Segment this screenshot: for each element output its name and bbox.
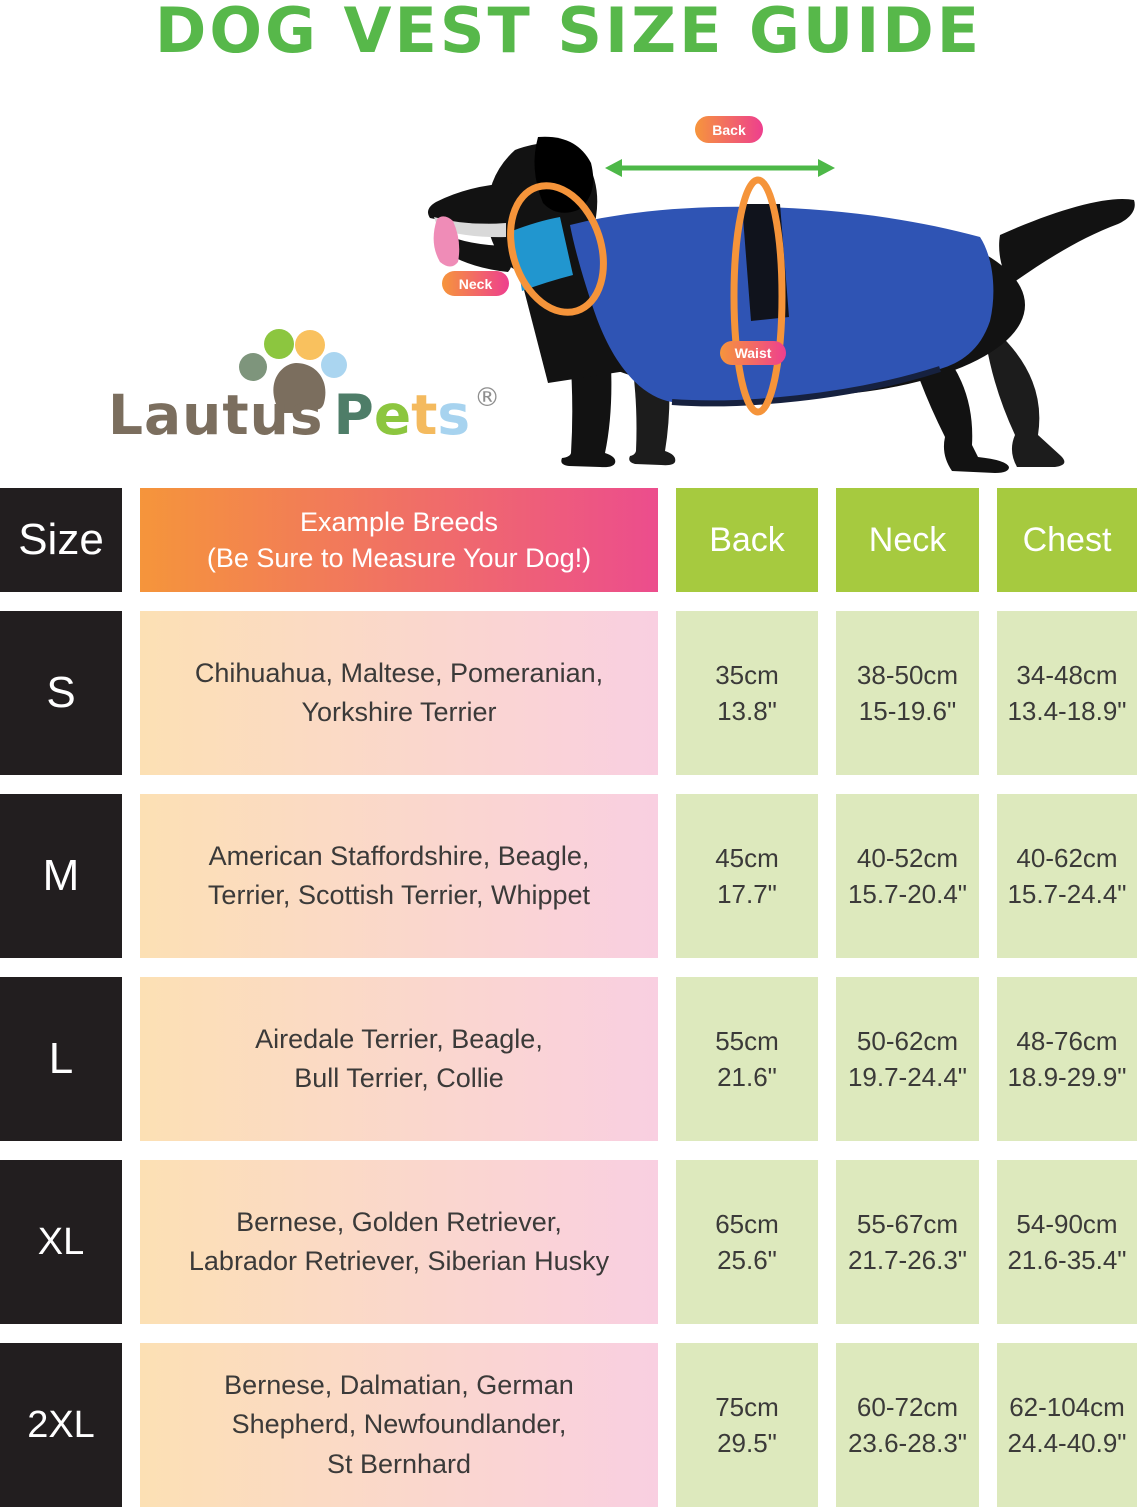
breeds-line: Bernese, Golden Retriever, [236, 1206, 562, 1237]
measure-in: 18.9-29.9" [1007, 1062, 1127, 1092]
measure-cm: 48-76cm [1016, 1025, 1118, 1056]
measure-cm: 54-90cm [1016, 1208, 1118, 1239]
paw-logo-icon [239, 329, 347, 413]
measure-in: 21.6" [717, 1062, 777, 1092]
size-cell-m: M [0, 794, 122, 958]
brand-name: Lautus Pets ® [108, 383, 500, 447]
breeds-cell-m: American Staffordshire, Beagle, Terrier,… [140, 794, 658, 958]
dog-measurement-diagram: Back Neck Waist [420, 105, 1137, 490]
measure-cm: 50-62cm [856, 1025, 959, 1056]
chest-cell-s: 34-48cm 13.4-18.9" [997, 611, 1137, 775]
breeds-header-line1: Example Breeds [299, 506, 499, 537]
measure-in: 21.7-26.3" [847, 1245, 968, 1275]
size-header-cell: Size [0, 488, 122, 592]
measure-cm: 40-52cm [856, 842, 959, 873]
breeds-header-cell: Example Breeds (Be Sure to Measure Your … [140, 488, 658, 592]
breeds-line: Airedale Terrier, Beagle, [255, 1023, 543, 1054]
measure-cm: 45cm [715, 842, 779, 873]
breeds-line: Yorkshire Terrier [301, 697, 497, 727]
back-length-arrow [605, 159, 835, 177]
chest-cell-2xl: 62-104cm 24.4-40.9" [997, 1343, 1137, 1507]
breeds-line: Chihuahua, Maltese, Pomeranian, [194, 657, 604, 688]
neck-cell-s: 38-50cm 15-19.6" [836, 611, 979, 775]
back-measure-label: Back [695, 116, 763, 143]
measure-cm: 62-104cm [1009, 1391, 1125, 1422]
brand-word-lautus: Lautus [108, 383, 324, 447]
breeds-line: St Bernhard [326, 1448, 472, 1479]
back-cell-xl: 65cm 25.6" [676, 1160, 818, 1324]
measure-cm: 35cm [715, 659, 779, 690]
measure-in: 24.4-40.9" [1007, 1428, 1127, 1458]
breeds-line: Shepherd, Newfoundlander, [231, 1409, 567, 1440]
breeds-line: American Staffordshire, Beagle, [208, 840, 590, 871]
measure-in: 21.6-35.4" [1007, 1245, 1127, 1275]
neck-measure-label: Neck [442, 271, 509, 296]
back-header-cell: Back [676, 488, 818, 592]
brand-letter-p: P [333, 383, 374, 447]
brand-logo: Lautus Pets ® [100, 325, 530, 475]
size-table: Size Example Breeds (Be Sure to Measure … [0, 488, 1137, 1507]
brand-letter-s: s [437, 383, 471, 447]
measure-in: 29.5" [717, 1428, 777, 1458]
chest-cell-xl: 54-90cm 21.6-35.4" [997, 1160, 1137, 1324]
measure-cm: 55cm [715, 1025, 779, 1056]
neck-cell-l: 50-62cm 19.7-24.4" [836, 977, 979, 1141]
measure-cm: 65cm [715, 1208, 779, 1239]
breeds-cell-xl: Bernese, Golden Retriever, Labrador Retr… [140, 1160, 658, 1324]
breeds-line: Bull Terrier, Collie [294, 1063, 504, 1093]
waist-measure-label: Waist [720, 341, 786, 365]
chest-header-cell: Chest [997, 488, 1137, 592]
page-title: DOG VEST SIZE GUIDE [154, 0, 983, 67]
breeds-line: Bernese, Dalmatian, German [224, 1370, 574, 1401]
back-cell-s: 35cm 13.8" [676, 611, 818, 775]
back-cell-m: 45cm 17.7" [676, 794, 818, 958]
breeds-cell-s: Chihuahua, Maltese, Pomeranian, Yorkshir… [140, 611, 658, 775]
registered-mark: ® [474, 383, 501, 413]
measure-in: 15.7-24.4" [1007, 879, 1127, 909]
brand-letter-e: e [373, 383, 412, 447]
measure-cm: 38-50cm [856, 659, 959, 690]
breeds-line: Labrador Retriever, Siberian Husky [188, 1246, 610, 1276]
measure-in: 15.7-20.4" [847, 879, 968, 909]
measure-cm: 34-48cm [1016, 659, 1118, 690]
measure-cm: 55-67cm [856, 1208, 959, 1239]
breeds-header-line2: (Be Sure to Measure Your Dog!) [206, 543, 592, 573]
measure-cm: 60-72cm [856, 1391, 959, 1422]
measure-in: 15-19.6" [858, 696, 957, 726]
size-cell-l: L [0, 977, 122, 1141]
neck-header-cell: Neck [836, 488, 979, 592]
size-cell-s: S [0, 611, 122, 775]
breeds-cell-2xl: Bernese, Dalmatian, German Shepherd, New… [140, 1343, 658, 1507]
brand-letter-t: t [411, 383, 438, 447]
measure-in: 25.6" [717, 1245, 777, 1275]
measure-in: 17.7" [717, 879, 777, 909]
back-cell-2xl: 75cm 29.5" [676, 1343, 818, 1507]
breeds-line: Terrier, Scottish Terrier, Whippet [207, 880, 591, 910]
neck-cell-2xl: 60-72cm 23.6-28.3" [836, 1343, 979, 1507]
size-cell-xl: XL [0, 1160, 122, 1324]
measure-in: 23.6-28.3" [847, 1428, 968, 1458]
measure-cm: 75cm [715, 1391, 779, 1422]
neck-cell-xl: 55-67cm 21.7-26.3" [836, 1160, 979, 1324]
size-cell-2xl: 2XL [0, 1343, 122, 1507]
measure-in: 19.7-24.4" [847, 1062, 968, 1092]
measure-in: 13.4-18.9" [1007, 696, 1127, 726]
back-cell-l: 55cm 21.6" [676, 977, 818, 1141]
breeds-cell-l: Airedale Terrier, Beagle, Bull Terrier, … [140, 977, 658, 1141]
chest-cell-l: 48-76cm 18.9-29.9" [997, 977, 1137, 1141]
measure-in: 13.8" [717, 696, 777, 726]
chest-cell-m: 40-62cm 15.7-24.4" [997, 794, 1137, 958]
measure-cm: 40-62cm [1016, 842, 1118, 873]
dog-illustration [428, 136, 1135, 473]
neck-cell-m: 40-52cm 15.7-20.4" [836, 794, 979, 958]
